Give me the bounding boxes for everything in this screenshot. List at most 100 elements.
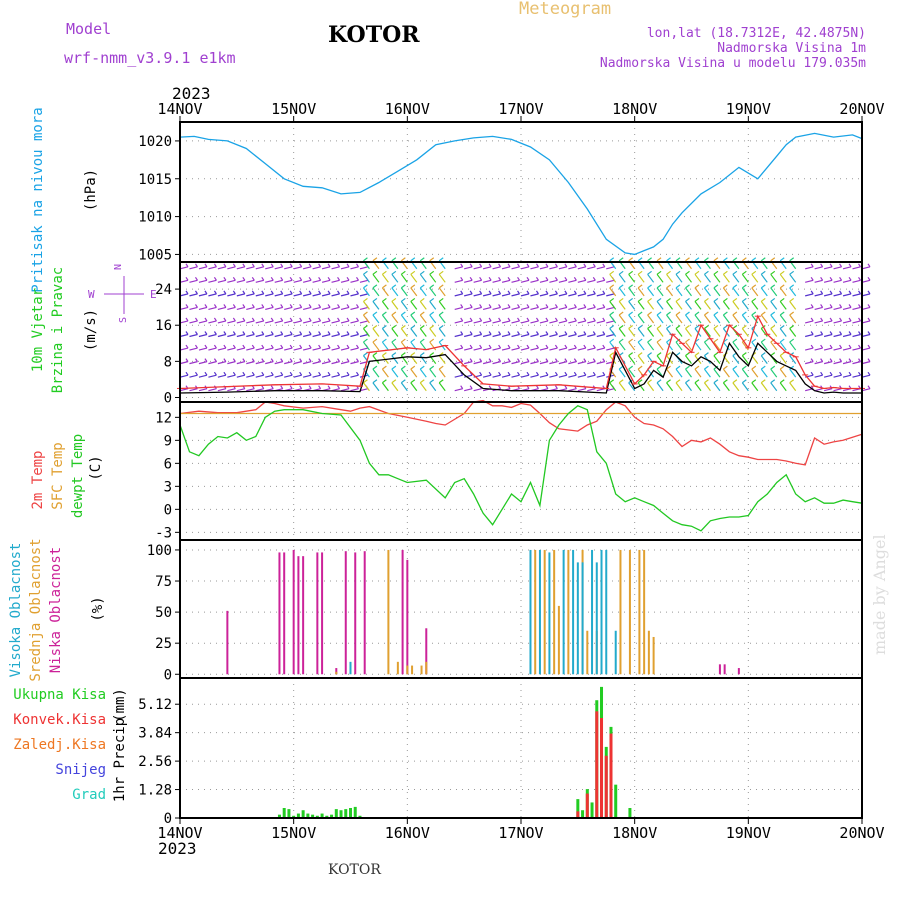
wind-barb-flag [469, 331, 473, 335]
wind-barb-flag [829, 358, 833, 362]
wind-barb-flag [741, 379, 747, 384]
wind-barb [549, 266, 558, 270]
wind-barb [274, 279, 283, 283]
wind-barb [814, 374, 823, 378]
wind-barb-flag [507, 290, 511, 295]
wind-barb [265, 361, 274, 365]
model-name: wrf-nmm_v3.9.1 e1km [64, 49, 236, 67]
wind-barb-flag [261, 276, 265, 281]
wind-barb [751, 287, 759, 297]
wind-barb [703, 301, 711, 310]
wind-barb-flag [810, 317, 814, 322]
wind-barb-flag [820, 317, 824, 322]
wind-barb-flag [609, 311, 615, 316]
wind-barb [568, 279, 577, 283]
wind-barb [340, 306, 350, 311]
wind-barb [511, 279, 520, 283]
wind-barb-flag [280, 317, 284, 322]
wind-barb [814, 320, 823, 324]
wind-barb [637, 273, 645, 283]
wind-barb [779, 341, 787, 351]
wind-barb [587, 293, 596, 297]
wind-barb [713, 273, 721, 283]
wind-barb-flag [251, 317, 255, 322]
wind-barb-flag [779, 311, 785, 316]
wind-barb [362, 382, 370, 392]
wind-barb [217, 266, 227, 270]
wind-barb [321, 293, 331, 297]
wind-barb-flag [820, 358, 824, 362]
bar-cloud_mid [396, 661, 399, 675]
wind-barb [606, 320, 615, 324]
wind-barb-flag [270, 358, 274, 362]
wind-barb [179, 361, 189, 365]
wind-barb-flag [419, 379, 425, 384]
wind-barb [628, 368, 636, 378]
wind-barb [482, 293, 492, 297]
wind-barb-flag [242, 371, 246, 376]
wind-barb-flag [554, 317, 558, 322]
wind-barb-flag [363, 379, 368, 384]
wind-barb-flag [469, 358, 473, 362]
wind-barb-flag [545, 304, 549, 308]
wind-barb [741, 314, 749, 324]
wind-barb-flag [337, 290, 341, 295]
wind-barb-flag [251, 276, 255, 281]
wind-barb [255, 388, 264, 392]
wind-barb-flag [469, 263, 473, 268]
wind-barb [179, 279, 189, 283]
wind-barb [208, 320, 217, 324]
wind-barb [312, 333, 321, 338]
wind-barb-flag [848, 304, 852, 308]
wind-barb-flag [637, 270, 643, 275]
bar-cloud_high [548, 552, 551, 675]
wind-barb [760, 328, 768, 337]
wind-barb [770, 368, 778, 378]
wind-barb [577, 333, 586, 338]
wind-barb [331, 361, 340, 365]
wind-barb [438, 273, 446, 283]
wind-barb [852, 347, 861, 351]
wind-barb [227, 320, 236, 324]
wind-barb [760, 273, 768, 283]
wind-barb [549, 374, 558, 378]
wind-barb [372, 341, 380, 351]
bar-precip_total [301, 810, 305, 818]
wind-barb [391, 355, 399, 364]
wind-barb [429, 341, 437, 351]
wind-barb [805, 266, 814, 270]
wind-barb [823, 374, 833, 378]
wind-barb [208, 306, 217, 311]
wind-barb [789, 314, 797, 324]
wind-barb [464, 306, 473, 311]
wind-barb [852, 266, 861, 270]
wind-barb-flag [185, 371, 189, 376]
wind-barb [628, 287, 636, 297]
wind-barb [236, 374, 245, 378]
wind-barb [833, 266, 842, 270]
wind-barb-flag [346, 385, 350, 390]
wind-barb-flag [618, 297, 624, 302]
wind-barb-flag [498, 263, 502, 268]
wind-barb-flag [732, 325, 738, 329]
wind-barb-flag [564, 385, 568, 390]
wind-barb-flag [723, 379, 728, 384]
panel-frame-temperature [179, 401, 863, 541]
wind-barb [438, 287, 446, 297]
wind-barb [741, 328, 749, 337]
wind-barb-flag [391, 311, 397, 316]
wind-barb [647, 368, 655, 378]
wind-barb [656, 273, 664, 283]
wind-barb-flag [535, 290, 539, 295]
wind-barb [741, 287, 749, 297]
bar-cloud_high [595, 562, 598, 675]
bar-cloud_low [321, 552, 324, 675]
wind-barb-flag [656, 284, 662, 289]
wind-barb-flag [602, 344, 606, 349]
wind-barb-flag [770, 365, 776, 370]
wind-barb-flag [609, 297, 615, 302]
bar-cloud_low [344, 551, 347, 675]
wind-barb-flag [460, 304, 464, 308]
series-line-wind_speed [179, 341, 862, 394]
wind-barb-flag [789, 297, 795, 302]
